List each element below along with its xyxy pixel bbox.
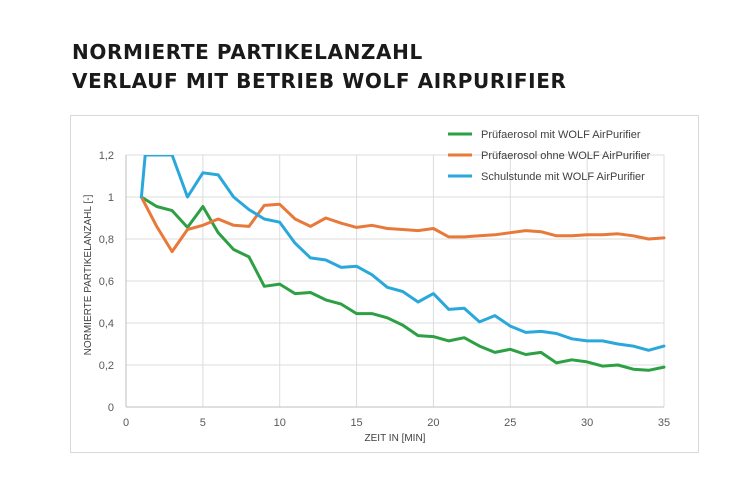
page-heading: NORMIERTE PARTIKELANZAHL VERLAUF MIT BET… [72,38,566,96]
x-tick-label: 0 [123,417,129,429]
y-tick-label: 0 [108,402,114,414]
x-tick-label: 30 [581,417,593,429]
y-tick-label: 0,8 [99,234,114,246]
series-group [139,155,666,372]
y-tick-label: 1,2 [99,150,114,162]
x-tick-label: 35 [658,417,670,429]
x-tick-label: 10 [274,417,286,429]
x-axis-title: ZEIT IN [MIN] [365,433,426,444]
x-tick-label: 25 [504,417,516,429]
legend-entry-label: Prüfaerosol ohne WOLF AirPurifier [481,150,651,162]
heading-line-1: NORMIERTE PARTIKELANZAHL [72,40,423,64]
y-tick-label: 0,6 [99,276,114,288]
y-tick-label: 0,4 [99,318,114,330]
axes-group: 0 0,2 0,4 0,6 0,8 1 1,2 0 5 10 15 20 25 30 35 ZEIT IN [… [83,150,670,444]
series-line-2 [139,195,666,254]
legend-entry-label: Prüfaerosol mit WOLF AirPurifier [481,129,641,141]
series-line-3 [139,155,666,352]
legend-entry-label: Schulstunde mit WOLF AirPurifier [481,171,645,183]
heading-line-2: VERLAUF MIT BETRIEB WOLF AIRPURIFIER [72,69,567,93]
x-tick-label: 15 [350,417,362,429]
legend: Prüfaerosol mit WOLF AirPurifier Prüfaero… [448,129,651,183]
grid-lines [126,154,665,407]
x-tick-label: 20 [427,417,439,429]
series-line-1 [139,195,666,372]
y-axis-title: NORMIERTE PARTIKELANZAHL [-] [83,194,94,355]
y-tick-label: 1 [108,192,114,204]
x-tick-label: 5 [200,417,206,429]
y-tick-label: 0,2 [99,360,114,372]
